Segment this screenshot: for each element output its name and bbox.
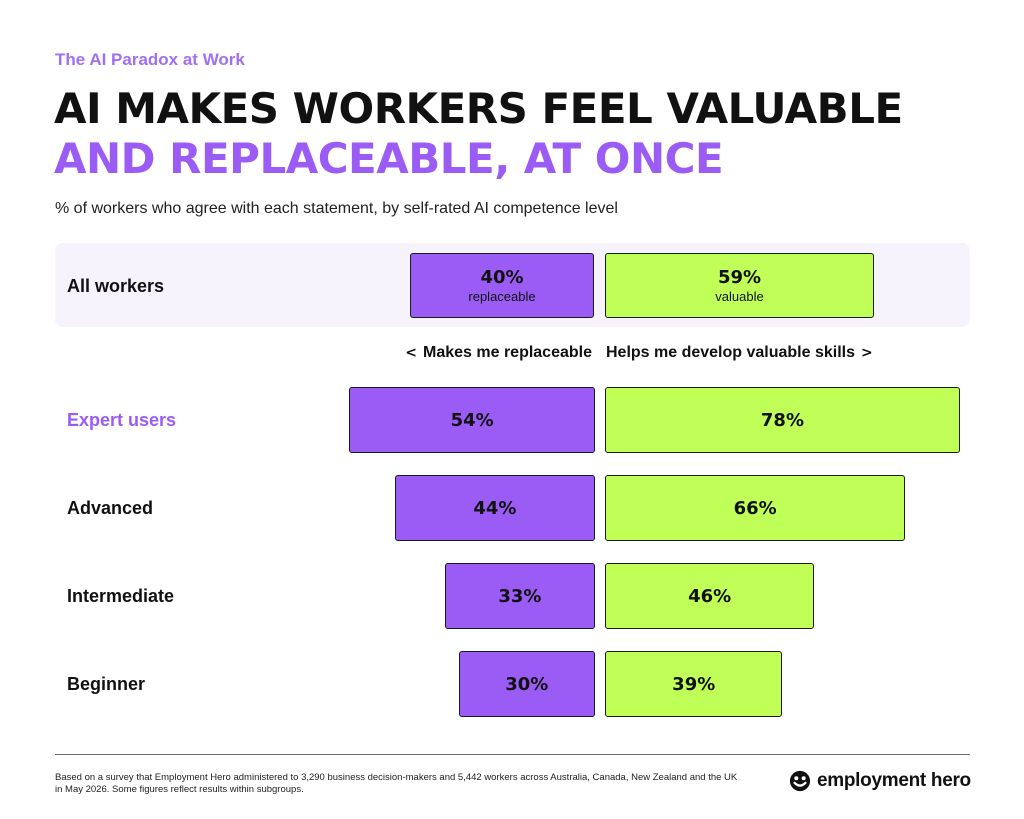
row-label-intermediate: Intermediate (67, 586, 175, 606)
axis-label-right: Helps me develop valuable skills > (606, 344, 879, 362)
bar-sub-label: valuable (715, 289, 764, 304)
bar-value-label: 44% (473, 497, 517, 519)
bar-value-label: 54% (450, 409, 494, 431)
row-label-advanced: Advanced (67, 498, 154, 518)
employment-hero-logo: employment hero (789, 770, 971, 792)
footer-divider (55, 754, 970, 755)
bar-advanced-valuable: 66% (605, 475, 906, 541)
bar-expert-users-valuable: 78% (605, 387, 960, 453)
employment-hero-logo-icon (789, 770, 811, 792)
bar-value-label: 40% (480, 267, 524, 288)
axis-left-text: Makes me replaceable (423, 344, 592, 361)
bar-value-label: 59% (717, 267, 762, 288)
bar-value-label: 46% (688, 585, 732, 607)
bar-all-workers-valuable: 59% valuable (605, 253, 874, 318)
kicker: The AI Paradox at Work (55, 50, 245, 69)
headline: AI MAKES WORKERS FEEL VALUABLE AND REPLA… (54, 84, 903, 184)
row-label-all-workers: All workers (67, 276, 165, 296)
bar-all-workers-replaceable: 40% replaceable (410, 253, 594, 318)
bar-expert-users-replaceable: 54% (349, 387, 595, 453)
headline-line-1: AI MAKES WORKERS FEEL VALUABLE (54, 84, 903, 133)
bar-value-label: 30% (505, 673, 549, 695)
logo-text: employment hero (817, 770, 971, 791)
bar-intermediate-replaceable: 33% (444, 563, 595, 629)
row-label-beginner: Beginner (67, 674, 146, 694)
bar-advanced-replaceable: 44% (394, 475, 595, 541)
axis-right-text: Helps me develop valuable skills (606, 344, 855, 361)
chevron-left-icon: < (405, 345, 417, 361)
bar-value-label: 39% (672, 673, 716, 695)
footnote: Based on a survey that Employment Hero a… (55, 772, 738, 795)
bar-value-label: 78% (760, 409, 804, 431)
row-label-expert-users: Expert users (67, 410, 177, 430)
bar-intermediate-valuable: 46% (605, 563, 815, 629)
chevron-right-icon: > (861, 345, 873, 361)
bar-sub-label: replaceable (468, 289, 536, 304)
bar-value-label: 33% (498, 585, 542, 607)
headline-line-2: AND REPLACEABLE, AT ONCE (54, 134, 724, 183)
bar-beginner-replaceable: 30% (458, 651, 595, 717)
subtitle: % of workers who agree with each stateme… (55, 200, 618, 217)
bar-value-label: 66% (733, 497, 777, 519)
axis-label-left: < Makes me replaceable (399, 344, 592, 362)
bar-beginner-valuable: 39% (605, 651, 783, 717)
